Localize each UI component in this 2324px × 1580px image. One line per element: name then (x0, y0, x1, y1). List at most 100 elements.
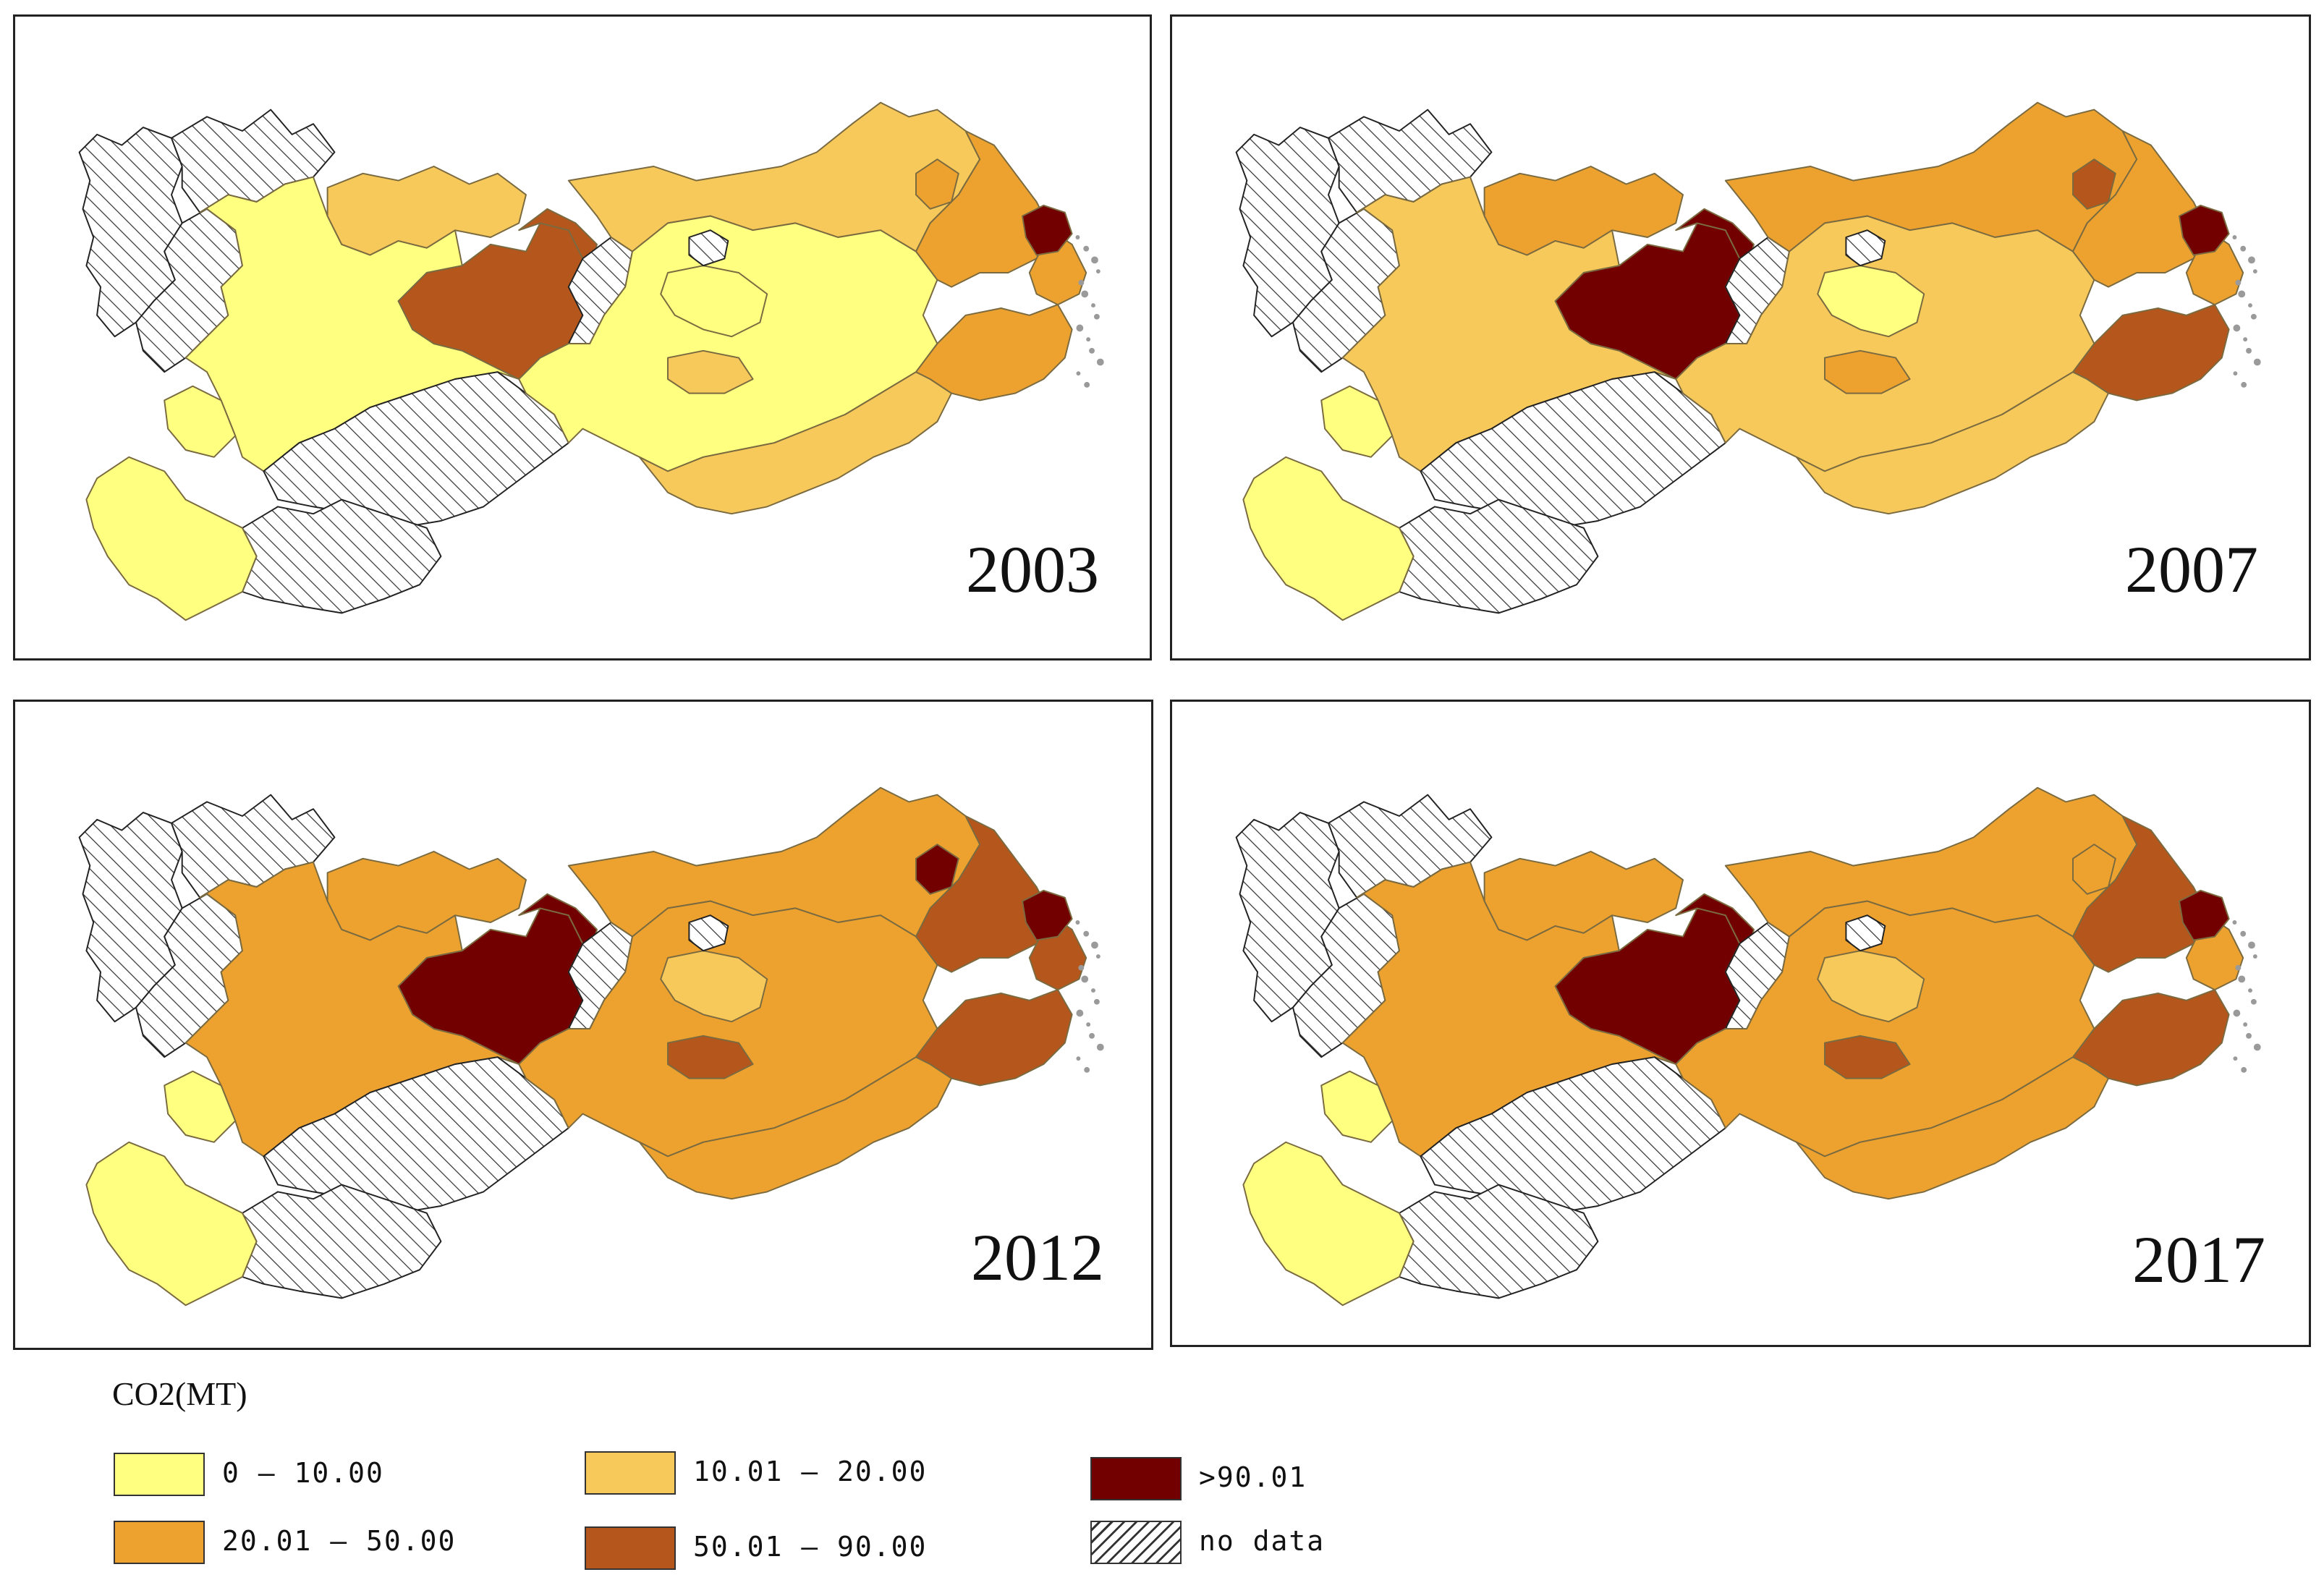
legend-swatch (585, 1526, 676, 1570)
island-speck (1083, 245, 1090, 252)
map-region-southHill (1399, 498, 1599, 614)
island-speck (1093, 313, 1100, 320)
island-speck (2248, 988, 2252, 993)
island-speck (2250, 998, 2257, 1005)
legend-label: 50.01 — 90.00 (693, 1531, 928, 1563)
map-region-midSouth (667, 1035, 754, 1079)
map-region-middleNorth (326, 166, 527, 256)
island-speck (2233, 1009, 2241, 1017)
map-region-eastMid (660, 265, 768, 338)
island-speck (2248, 941, 2255, 949)
map-region-coastSouth (2072, 989, 2230, 1087)
island-speck (1089, 347, 1095, 354)
map-region-coastRing (915, 815, 1052, 973)
map-panel-2012: 2012 (13, 700, 1153, 1350)
island-speck (1083, 930, 1090, 937)
island-speck (1076, 324, 1084, 332)
island-speck (1076, 371, 1081, 376)
map-panel-2003: 2003 (13, 14, 1152, 661)
map-panel-2007: 2007 (1170, 14, 2311, 661)
map-legend: CO2(MT) 0 — 10.00 10.01 — 20.00 >90.01 2… (0, 1360, 2324, 1577)
map-region-eastMid (1817, 950, 1925, 1023)
region-map (78, 786, 1104, 1307)
panel-year: 2017 (2132, 1223, 2265, 1296)
map-region-lakeSmall (688, 914, 729, 952)
island-speck (2250, 313, 2257, 320)
map-region-southHill (1399, 1184, 1599, 1299)
panel-year: 2012 (971, 1220, 1104, 1294)
map-region-westPatch (164, 385, 237, 458)
island-speck (2241, 1066, 2247, 1073)
island-speck (1091, 256, 1098, 264)
map-region-southWest (1242, 1141, 1415, 1307)
map-region-westPatch (164, 1070, 237, 1143)
island-speck (1093, 998, 1100, 1005)
island-speck (1095, 954, 1100, 959)
island-speck (1089, 1032, 1095, 1039)
map-region-coastRing (2072, 130, 2209, 288)
map-region-coastHub (2179, 889, 2230, 941)
island-speck (2238, 290, 2246, 298)
map-region-midSouth (667, 349, 754, 394)
island-speck (1075, 920, 1080, 925)
island-speck (2232, 235, 2237, 239)
map-region-coastSouth (2072, 304, 2230, 402)
region-map (1235, 101, 2261, 621)
island-speck (2240, 245, 2247, 252)
island-speck (2246, 347, 2252, 354)
map-region-midSouth (1824, 349, 1911, 394)
island-speck (2246, 1032, 2252, 1039)
legend-title: CO2(MT) (112, 1375, 247, 1412)
legend-swatch (1090, 1457, 1182, 1500)
legend-swatch (1090, 1521, 1182, 1564)
island-speck (1075, 235, 1080, 239)
map-region-redSpot (2072, 844, 2116, 895)
island-speck (1091, 941, 1098, 949)
island-speck (2253, 358, 2261, 366)
map-region-southHill (242, 498, 442, 614)
map-region-lakeSmall (1845, 914, 1886, 952)
island-speck (2238, 975, 2246, 983)
map-region-coastSouth (915, 304, 1073, 402)
island-speck (1076, 1056, 1081, 1061)
map-region-southWest (85, 456, 258, 621)
map-region-coastHub (1022, 889, 1073, 941)
island-speck (2252, 954, 2257, 959)
map-region-lakeSmall (1845, 229, 1886, 267)
island-speck (1076, 1009, 1084, 1017)
island-speck (2241, 381, 2247, 388)
island-speck (1096, 358, 1104, 366)
map-region-middleNorth (1483, 166, 1684, 256)
island-speck (1086, 1022, 1091, 1027)
map-region-southWest (1242, 456, 1415, 621)
island-speck (1095, 269, 1100, 273)
legend-label: 0 — 10.00 (222, 1457, 384, 1489)
island-speck (1081, 975, 1089, 983)
island-speck (2243, 337, 2248, 342)
panel-year: 2003 (966, 532, 1099, 606)
island-speck (1078, 279, 1085, 286)
map-region-coastSouth (915, 989, 1073, 1087)
panel-year: 2007 (2125, 532, 2258, 606)
map-region-redSpot (915, 844, 959, 895)
legend-label: 20.01 — 50.00 (222, 1525, 457, 1557)
map-panel-2017: 2017 (1170, 700, 2311, 1347)
map-region-southHill (242, 1184, 442, 1299)
region-map (1235, 786, 2261, 1307)
island-speck (1084, 381, 1090, 388)
island-speck (1091, 303, 1095, 308)
island-speck (1086, 337, 1091, 342)
legend-swatch (114, 1453, 205, 1496)
island-speck (2253, 1043, 2261, 1051)
island-speck (1084, 1066, 1090, 1073)
map-region-middleNorth (326, 851, 527, 941)
legend-swatch (114, 1521, 205, 1564)
map-region-eastMid (1817, 265, 1925, 338)
island-speck (1091, 988, 1095, 993)
map-region-eastMid (660, 950, 768, 1023)
island-speck (2232, 920, 2237, 925)
island-speck (2235, 279, 2242, 286)
island-speck (2248, 303, 2252, 308)
map-region-coastHub (1022, 204, 1073, 256)
map-region-westPatch (1320, 385, 1394, 458)
